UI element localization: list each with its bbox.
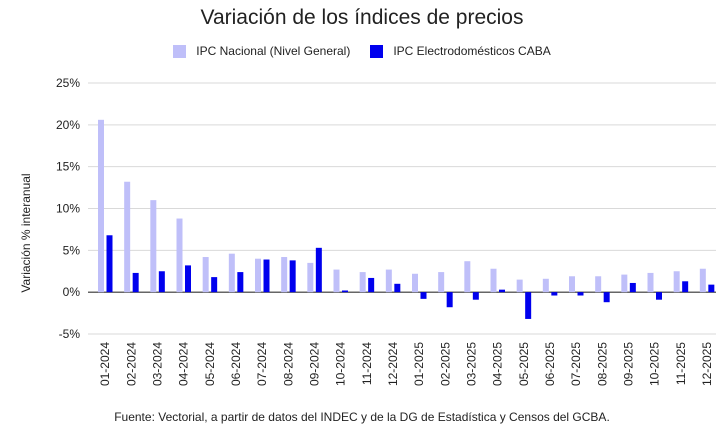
- x-tick-label: 03-2025: [465, 342, 479, 386]
- bar-ipc-electrodomesticos-caba[interactable]: [551, 292, 558, 296]
- grid-layer: [88, 82, 716, 335]
- bar-ipc-electrodomesticos-caba[interactable]: [708, 284, 715, 293]
- bar-ipc-electrodomesticos-caba[interactable]: [577, 292, 584, 296]
- x-tick-label: 08-2024: [281, 342, 295, 386]
- bar-ipc-electrodomesticos-caba[interactable]: [420, 292, 427, 299]
- bar-ipc-electrodomesticos-caba[interactable]: [629, 282, 636, 293]
- bar-ipc-electrodomesticos-caba[interactable]: [446, 292, 453, 308]
- source-note: Fuente: Vectorial, a partir de datos del…: [114, 410, 610, 424]
- bar-ipc-nacional[interactable]: [281, 257, 288, 293]
- bar-ipc-nacional[interactable]: [412, 273, 418, 293]
- x-tick-label: 12-2025: [700, 342, 714, 386]
- bar-ipc-nacional[interactable]: [307, 262, 314, 293]
- x-tick-label: 04-2024: [177, 342, 191, 386]
- x-tick-label: 10-2024: [334, 342, 348, 386]
- legend-label-nacional: IPC Nacional (Nivel General): [196, 44, 351, 58]
- x-tick-label: 10-2025: [648, 342, 662, 386]
- bar-ipc-electrodomesticos-caba[interactable]: [525, 292, 532, 319]
- legend-swatch-nacional: [173, 44, 187, 58]
- bar-ipc-nacional[interactable]: [464, 261, 471, 293]
- x-tick-label: 03-2024: [151, 342, 165, 386]
- x-tick-label: 09-2025: [622, 342, 636, 386]
- x-tick-label: 02-2025: [438, 342, 452, 386]
- y-tick-label: 0%: [63, 285, 81, 299]
- bar-ipc-nacional[interactable]: [228, 253, 235, 293]
- x-tick-label: 08-2025: [595, 342, 609, 386]
- x-tick-label: 02-2024: [124, 342, 138, 386]
- bar-ipc-electrodomesticos-caba[interactable]: [656, 292, 662, 300]
- bar-ipc-nacional[interactable]: [647, 272, 654, 293]
- x-tick-label: 04-2025: [491, 342, 505, 386]
- x-tick-label: 11-2025: [674, 342, 688, 385]
- x-tick-label: 12-2024: [386, 342, 400, 386]
- bar-ipc-electrodomesticos-caba[interactable]: [368, 277, 375, 293]
- bar-ipc-electrodomesticos-caba[interactable]: [132, 272, 139, 293]
- bar-ipc-nacional[interactable]: [124, 181, 131, 293]
- bar-ipc-nacional[interactable]: [569, 276, 575, 293]
- chart-legend: IPC Nacional (Nivel General) IPC Electro…: [0, 44, 724, 58]
- bar-ipc-electrodomesticos-caba[interactable]: [237, 272, 244, 293]
- y-tick-label: 15%: [56, 160, 80, 174]
- bar-ipc-electrodomesticos-caba[interactable]: [315, 247, 322, 293]
- y-tick-label: 5%: [63, 243, 81, 257]
- x-tick-label: 11-2024: [360, 342, 374, 385]
- legend-swatch-caba: [370, 44, 384, 58]
- bar-ipc-nacional[interactable]: [542, 278, 549, 293]
- bar-ipc-electrodomesticos-caba[interactable]: [499, 289, 505, 293]
- bar-ipc-nacional[interactable]: [490, 268, 497, 293]
- bar-ipc-electrodomesticos-caba[interactable]: [289, 260, 296, 293]
- axis-layer: -5% 0% 5% 10% 15% 20% 25% 01-2024 02-2024 03-2024…: [56, 76, 714, 386]
- bar-ipc-electrodomesticos-caba[interactable]: [603, 292, 610, 303]
- legend-item-nacional[interactable]: IPC Nacional (Nivel General): [173, 44, 350, 58]
- y-tick-label: -5%: [59, 327, 81, 341]
- legend-label-caba: IPC Electrodomésticos CABA: [393, 44, 551, 58]
- bar-ipc-electrodomesticos-caba[interactable]: [185, 265, 191, 293]
- bar-ipc-nacional[interactable]: [438, 272, 445, 293]
- bar-ipc-electrodomesticos-caba[interactable]: [211, 277, 218, 293]
- bar-ipc-nacional[interactable]: [516, 279, 523, 293]
- bar-ipc-electrodomesticos-caba[interactable]: [106, 235, 113, 293]
- x-tick-label: 01-2025: [412, 342, 426, 386]
- x-tick-label: 06-2024: [229, 342, 243, 386]
- bar-ipc-nacional[interactable]: [621, 274, 628, 293]
- y-tick-label: 10%: [56, 202, 80, 216]
- bar-ipc-electrodomesticos-caba[interactable]: [394, 283, 401, 293]
- x-tick-label: 09-2024: [308, 342, 322, 386]
- x-tick-label: 07-2025: [569, 342, 583, 386]
- bar-ipc-nacional[interactable]: [595, 276, 602, 293]
- bar-ipc-electrodomesticos-caba[interactable]: [158, 271, 165, 293]
- bar-ipc-nacional[interactable]: [202, 257, 209, 293]
- x-tick-label: 06-2025: [543, 342, 557, 386]
- bar-ipc-nacional[interactable]: [176, 218, 183, 293]
- bar-ipc-nacional[interactable]: [150, 200, 157, 293]
- bar-ipc-electrodomesticos-caba[interactable]: [682, 281, 689, 293]
- chart-title: Variación de los índices de precios: [200, 6, 524, 29]
- bar-ipc-electrodomesticos-caba[interactable]: [472, 292, 479, 300]
- bar-ipc-electrodomesticos-caba[interactable]: [342, 290, 348, 293]
- bar-ipc-nacional[interactable]: [333, 269, 340, 293]
- x-tick-label: 05-2025: [517, 342, 531, 386]
- y-tick-label: 20%: [56, 118, 80, 132]
- y-axis-label: Variación % interanual: [19, 173, 33, 292]
- bars-layer: [98, 119, 715, 319]
- legend-item-caba[interactable]: IPC Electrodomésticos CABA: [370, 44, 551, 58]
- bar-ipc-nacional[interactable]: [385, 269, 392, 293]
- bar-ipc-nacional[interactable]: [98, 119, 104, 293]
- bar-ipc-nacional[interactable]: [255, 258, 261, 293]
- bar-ipc-nacional[interactable]: [359, 272, 366, 293]
- x-tick-label: 05-2024: [203, 342, 217, 386]
- bar-ipc-electrodomesticos-caba[interactable]: [263, 259, 270, 293]
- x-tick-label: 01-2024: [98, 342, 112, 386]
- y-tick-label: 25%: [56, 76, 80, 90]
- x-tick-label: 07-2024: [255, 342, 269, 386]
- bar-ipc-nacional[interactable]: [699, 268, 706, 293]
- bar-ipc-nacional[interactable]: [673, 271, 680, 293]
